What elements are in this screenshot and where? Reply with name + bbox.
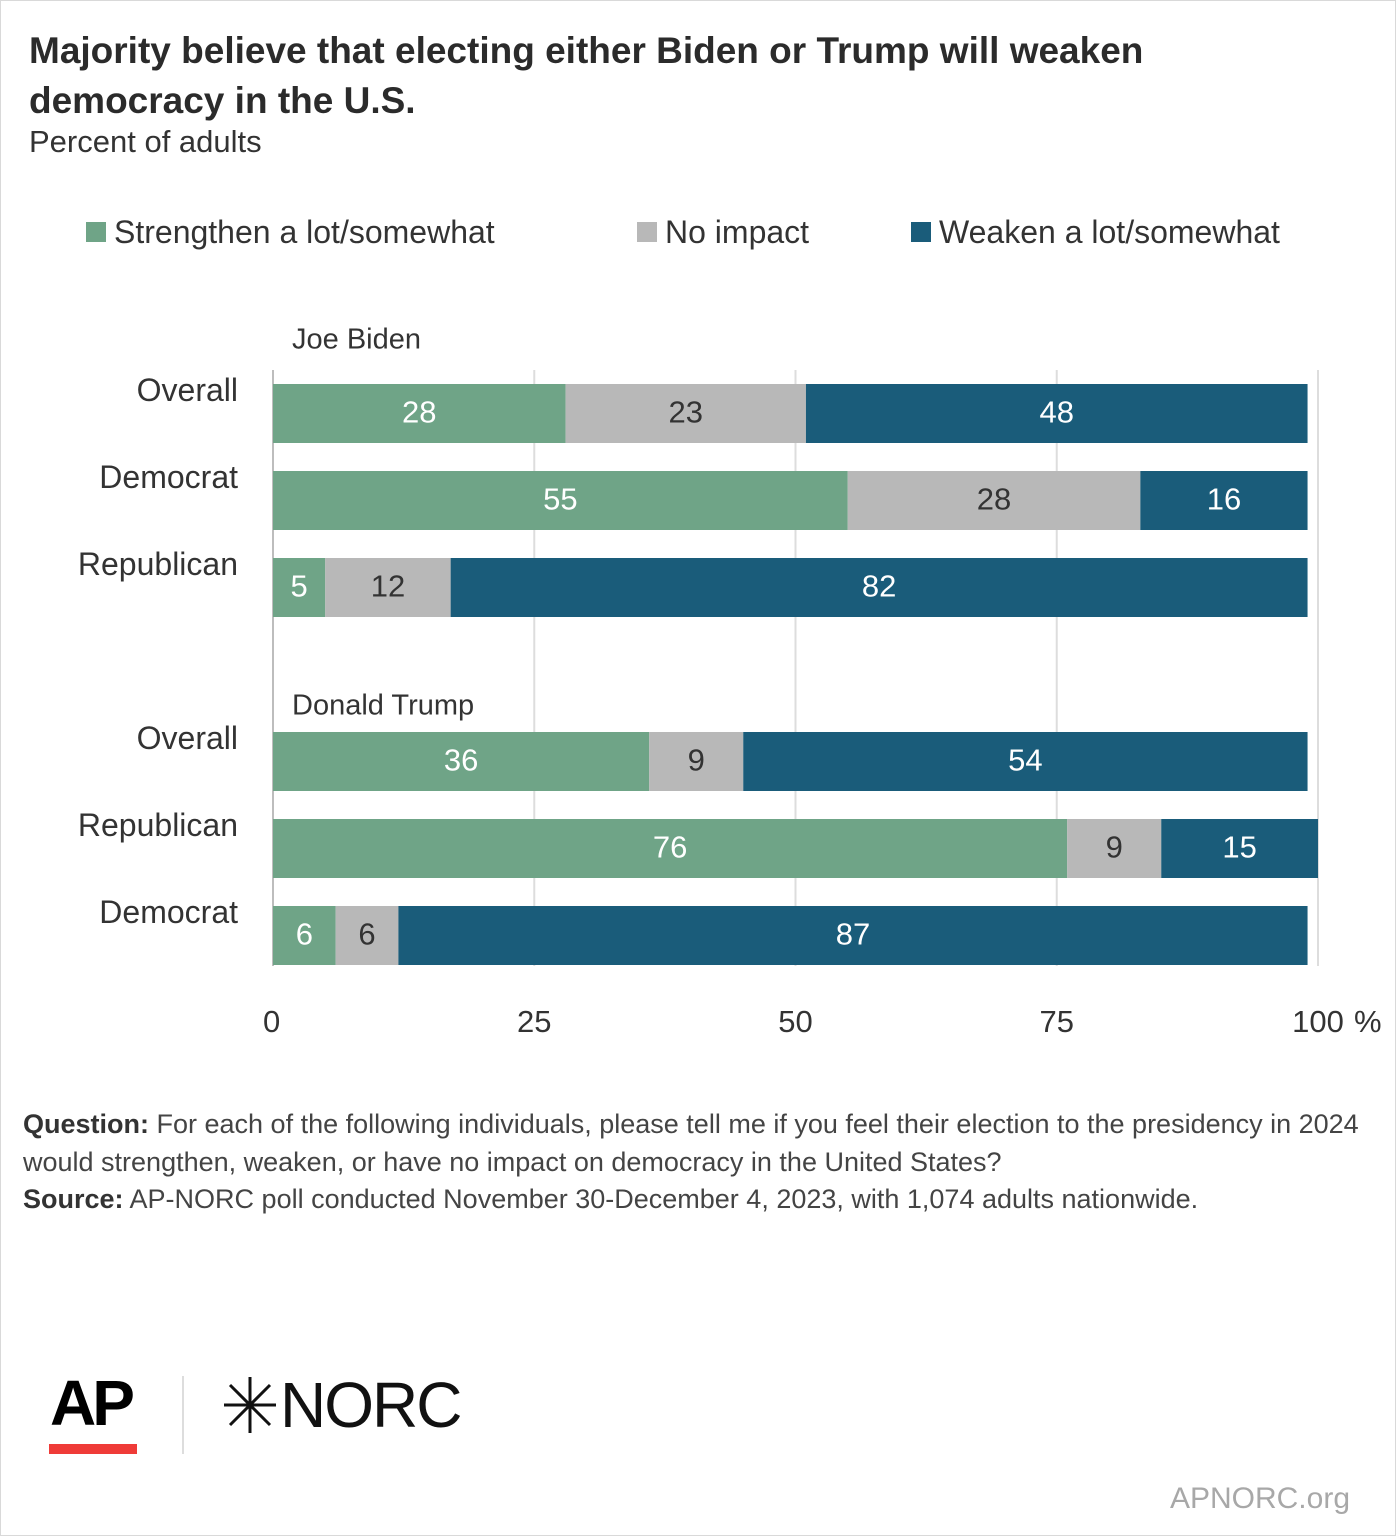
legend-item-weaken: Weaken a lot/somewhat — [911, 208, 1280, 256]
bar-joe-biden-republican-weaken — [450, 558, 1308, 617]
norc-logo-text: NORC — [280, 1369, 462, 1441]
row-label-donald-trump-republican: Republican — [78, 807, 238, 843]
question-label: Question: — [23, 1109, 149, 1139]
site-url: APNORC.org — [1169, 1482, 1350, 1515]
source-text: AP-NORC poll conducted November 30-Decem… — [123, 1184, 1199, 1214]
chart-notes: Question: For each of the following indi… — [23, 1106, 1363, 1219]
legend-label-weaken: Weaken a lot/somewhat — [939, 213, 1280, 250]
data-label-joe-biden-democrat-no-impact: 28 — [977, 482, 1011, 517]
bar-joe-biden-overall-strengthen — [273, 384, 566, 443]
x-axis-unit: % — [1354, 1004, 1382, 1039]
bar-donald-trump-republican-strengthen — [273, 819, 1068, 878]
data-label-donald-trump-republican-weaken: 15 — [1222, 830, 1256, 865]
data-label-joe-biden-democrat-strengthen: 55 — [543, 482, 577, 517]
row-label-joe-biden-overall: Overall — [137, 372, 238, 408]
row-label-joe-biden-republican: Republican — [78, 546, 238, 582]
data-label-joe-biden-republican-strengthen: 5 — [291, 569, 308, 604]
chart-title: Majority believe that electing either Bi… — [29, 30, 1144, 121]
bar-joe-biden-democrat-weaken — [1140, 471, 1308, 530]
legend-label-strengthen: Strengthen a lot/somewhat — [114, 213, 495, 250]
bar-joe-biden-democrat-strengthen — [273, 471, 848, 530]
chart-subtitle: Percent of adults — [29, 124, 262, 159]
x-tick-50: 50 — [778, 1004, 812, 1039]
row-label-donald-trump-democrat: Democrat — [99, 894, 238, 930]
data-label-donald-trump-overall-strengthen: 36 — [444, 743, 478, 778]
bar-joe-biden-overall-no-impact — [565, 384, 806, 443]
data-label-joe-biden-democrat-weaken: 16 — [1207, 482, 1241, 517]
x-tick-0: 0 — [263, 1004, 280, 1039]
data-label-joe-biden-overall-weaken: 48 — [1040, 395, 1074, 430]
data-label-joe-biden-republican-weaken: 82 — [862, 569, 896, 604]
bar-donald-trump-democrat-weaken — [398, 906, 1308, 965]
ap-logo: AP — [50, 1367, 135, 1439]
x-tick-75: 75 — [1040, 1004, 1074, 1039]
row-label-donald-trump-overall: Overall — [137, 720, 238, 756]
legend-item-strengthen: Strengthen a lot/somewhat — [86, 208, 495, 256]
legend-swatch-weaken — [911, 222, 931, 242]
row-label-joe-biden-democrat: Democrat — [99, 459, 238, 495]
legend-swatch-no-impact — [637, 222, 657, 242]
data-label-donald-trump-overall-no-impact: 9 — [688, 743, 705, 778]
bar-donald-trump-democrat-no-impact — [335, 906, 399, 965]
question-note: Question: For each of the following indi… — [23, 1106, 1363, 1181]
x-tick-25: 25 — [517, 1004, 551, 1039]
bar-donald-trump-democrat-strengthen — [273, 906, 336, 965]
legend-label-no-impact: No impact — [665, 213, 810, 250]
bar-joe-biden-democrat-no-impact — [847, 471, 1141, 530]
ap-logo-underline — [49, 1444, 137, 1454]
bar-donald-trump-republican-weaken — [1161, 819, 1318, 878]
stacked-bar-chart: Joe Biden Overall 28 23 48 Democrat 55 28 16 Repu… — [78, 324, 1382, 1040]
data-label-donald-trump-republican-no-impact: 9 — [1106, 830, 1123, 865]
x-tick-100: 100 — [1292, 1004, 1344, 1039]
data-label-donald-trump-overall-weaken: 54 — [1008, 743, 1042, 778]
group-label-donald-trump: Donald Trump — [292, 690, 474, 722]
data-label-joe-biden-overall-strengthen: 28 — [402, 395, 436, 430]
data-label-donald-trump-democrat-no-impact: 6 — [358, 917, 375, 952]
logo-divider — [182, 1376, 184, 1454]
bar-joe-biden-overall-weaken — [805, 384, 1308, 443]
question-text: For each of the following individuals, p… — [23, 1109, 1359, 1177]
bar-donald-trump-republican-no-impact — [1067, 819, 1162, 878]
bar-donald-trump-overall-weaken — [743, 732, 1308, 791]
source-note: Source: AP-NORC poll conducted November … — [23, 1181, 1363, 1219]
legend-item-no-impact: No impact — [637, 208, 809, 256]
data-label-donald-trump-democrat-weaken: 87 — [836, 917, 870, 952]
data-label-joe-biden-overall-no-impact: 23 — [669, 395, 703, 430]
data-label-joe-biden-republican-no-impact: 12 — [371, 569, 405, 604]
legend-swatch-strengthen — [86, 222, 106, 242]
bar-donald-trump-overall-strengthen — [273, 732, 650, 791]
chart-legend: Strengthen a lot/somewhat No impact Weak… — [0, 208, 1396, 256]
source-label: Source: — [23, 1184, 124, 1214]
bar-donald-trump-overall-no-impact — [649, 732, 744, 791]
data-label-donald-trump-republican-strengthen: 76 — [653, 830, 687, 865]
norc-star-icon — [224, 1377, 276, 1433]
bar-joe-biden-republican-strengthen — [273, 558, 326, 617]
group-label-joe-biden: Joe Biden — [292, 324, 421, 356]
bar-joe-biden-republican-no-impact — [325, 558, 451, 617]
data-label-donald-trump-democrat-strengthen: 6 — [296, 917, 313, 952]
norc-logo: NORC — [222, 1368, 462, 1442]
